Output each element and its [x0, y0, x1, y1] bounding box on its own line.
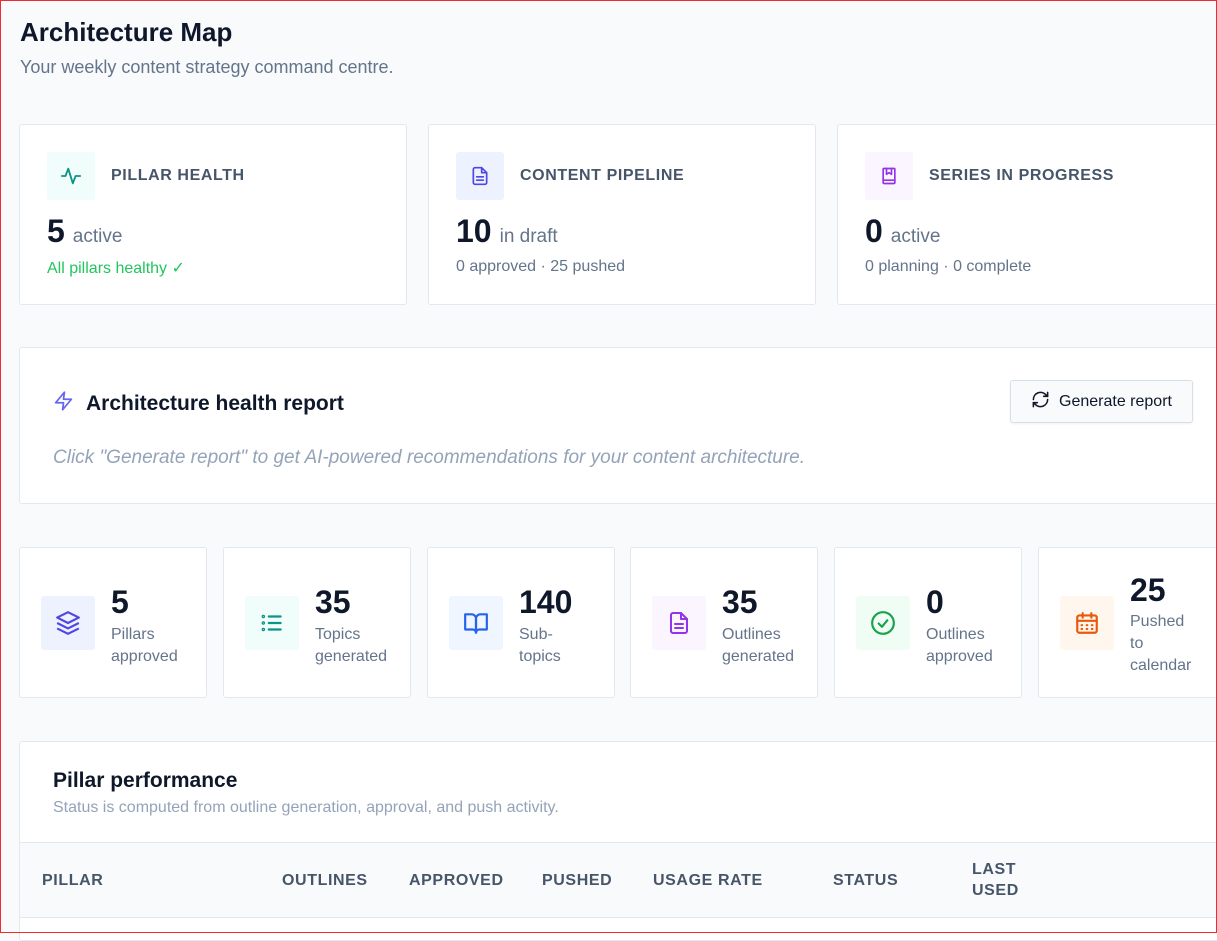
card-unit: active	[72, 226, 123, 247]
card-label: SERIES IN PROGRESS	[929, 167, 1115, 184]
lightning-icon	[53, 390, 74, 418]
card-unit: active	[890, 226, 941, 247]
book-icon	[865, 152, 913, 200]
open-book-icon	[449, 596, 503, 650]
pillar-performance-card: Pillar performance Status is computed fr…	[19, 741, 1217, 941]
card-label: CONTENT PIPELINE	[520, 167, 685, 184]
page-subtitle: Your weekly content strategy command cen…	[20, 57, 394, 77]
activity-icon	[47, 152, 95, 200]
series-summary: 0 planning · 0 complete	[865, 258, 1032, 275]
metric-value: 25	[1130, 572, 1166, 608]
metric-caption: Outlines approved	[926, 626, 993, 665]
card-metric: 5 active	[47, 213, 122, 250]
report-title: Architecture health report	[86, 392, 344, 415]
metric-value: 35	[315, 584, 351, 620]
column-header-pillar[interactable]: PILLAR	[42, 872, 104, 889]
page-title: Architecture Map	[20, 17, 233, 47]
metric-caption: Pushed to calendar	[1130, 613, 1192, 674]
column-header-outlines[interactable]: OUTLINES	[282, 872, 368, 889]
health-report-card: Architecture health report Generate repo…	[19, 347, 1217, 504]
metric-caption: Sub-topics	[519, 626, 561, 665]
card-unit: in draft	[499, 226, 558, 247]
metric-value: 0	[926, 584, 944, 620]
metric-outlines-approved: 0 Outlines approved	[834, 547, 1022, 698]
column-header-approved[interactable]: APPROVED	[409, 872, 504, 889]
card-metric: 10 in draft	[456, 213, 558, 250]
generate-report-button[interactable]: Generate report	[1010, 380, 1193, 423]
metric-caption: Outlines generated	[722, 626, 795, 665]
card-label: PILLAR HEALTH	[111, 167, 245, 184]
list-icon	[245, 596, 299, 650]
card-value: 10	[456, 213, 492, 249]
metric-caption: Topics generated	[315, 626, 388, 665]
pillar-health-card: PILLAR HEALTH 5 active All pillars healt…	[19, 124, 407, 305]
column-header-last-used[interactable]: LAST USED	[972, 861, 1019, 899]
refresh-icon	[1031, 390, 1050, 414]
metric-value: 35	[722, 584, 758, 620]
generate-report-label: Generate report	[1059, 392, 1172, 410]
metric-sub-topics: 140 Sub-topics	[427, 547, 615, 698]
card-metric: 0 active	[865, 213, 940, 250]
document-icon	[652, 596, 706, 650]
report-heading: Architecture health report	[53, 390, 344, 418]
column-header-usage-rate[interactable]: USAGE RATE	[653, 872, 763, 889]
content-pipeline-card: CONTENT PIPELINE 10 in draft 0 approved …	[428, 124, 816, 305]
performance-title: Pillar performance	[53, 769, 238, 792]
column-header-status[interactable]: STATUS	[833, 872, 899, 889]
metric-value: 5	[111, 584, 129, 620]
metric-value: 140	[519, 584, 573, 620]
metric-topics-generated: 35 Topics generated	[223, 547, 411, 698]
column-header-pushed[interactable]: PUSHED	[542, 872, 613, 889]
metric-pushed-to-calendar: 25 Pushed to calendar	[1038, 547, 1217, 698]
metric-caption: Pillars approved	[111, 626, 178, 665]
table-header: PILLAR OUTLINES APPROVED PUSHED USAGE RA…	[20, 842, 1217, 918]
metric-outlines-generated: 35 Outlines generated	[630, 547, 818, 698]
check-circle-icon	[856, 596, 910, 650]
health-status-text: All pillars healthy ✓	[47, 260, 185, 277]
report-hint: Click "Generate report" to get AI-powere…	[53, 447, 806, 468]
document-icon	[456, 152, 504, 200]
series-progress-card: SERIES IN PROGRESS 0 active 0 planning ·…	[837, 124, 1217, 305]
layers-icon	[41, 596, 95, 650]
metric-pillars-approved: 5 Pillars approved	[19, 547, 207, 698]
performance-subtitle: Status is computed from outline generati…	[53, 799, 559, 816]
card-value: 0	[865, 213, 883, 249]
pipeline-summary: 0 approved · 25 pushed	[456, 258, 626, 275]
calendar-icon	[1060, 596, 1114, 650]
card-value: 5	[47, 213, 65, 249]
